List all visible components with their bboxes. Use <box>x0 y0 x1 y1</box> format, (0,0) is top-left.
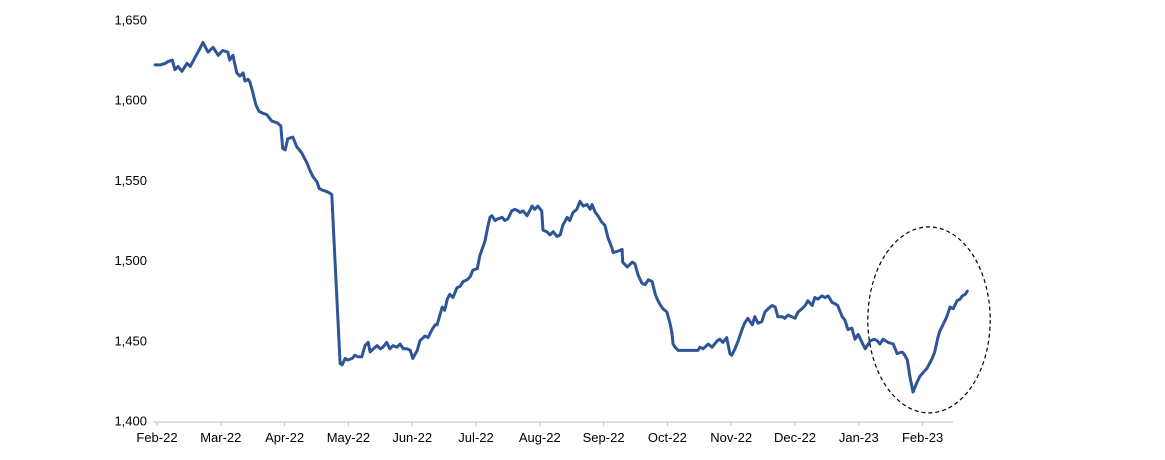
x-axis-tick-label: Jun-22 <box>392 430 432 445</box>
x-axis-tick-label: May-22 <box>327 430 370 445</box>
x-axis-tick-label: Oct-22 <box>648 430 687 445</box>
x-axis-tick-label: Feb-23 <box>902 430 943 445</box>
highlight-ellipse <box>867 226 991 414</box>
x-axis-tick-label: Aug-22 <box>519 430 561 445</box>
x-axis-tick-label: Jan-23 <box>839 430 879 445</box>
y-axis-tick-label: 1,450 <box>114 333 147 348</box>
y-axis-tick-label: 1,650 <box>114 13 147 28</box>
y-axis-tick-label: 1,500 <box>114 253 147 268</box>
x-axis-tick-label: Mar-22 <box>200 430 241 445</box>
y-axis-tick-label: 1,600 <box>114 93 147 108</box>
x-axis-tick-label: Feb-22 <box>136 430 177 445</box>
y-axis-tick-label: 1,400 <box>114 414 147 429</box>
x-axis-tick-label: Sep-22 <box>583 430 625 445</box>
y-axis-tick-label: 1,550 <box>114 173 147 188</box>
x-axis-tick-label: Nov-22 <box>710 430 752 445</box>
x-axis-tick-label: Jul-22 <box>458 430 493 445</box>
x-axis-tick-label: Dec-22 <box>774 430 816 445</box>
x-axis-tick-label: Apr-22 <box>265 430 304 445</box>
data-series-line <box>153 41 969 394</box>
